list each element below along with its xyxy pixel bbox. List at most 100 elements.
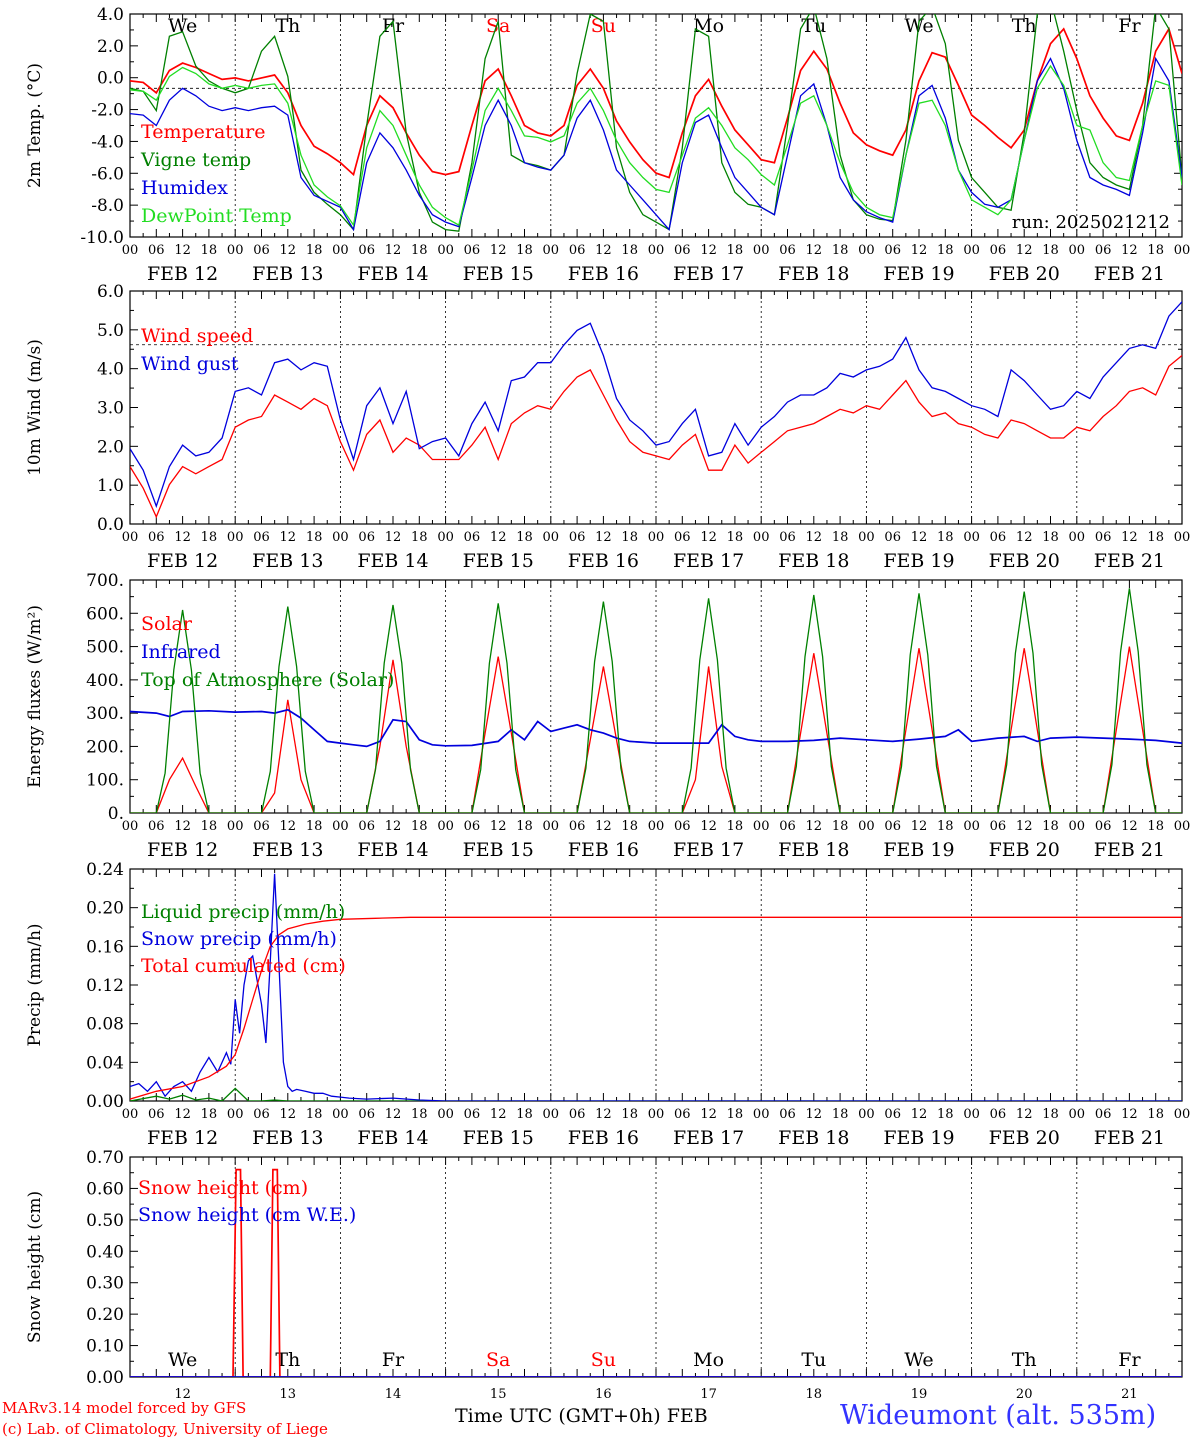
day-number-label: 19 <box>911 1387 928 1402</box>
hour-tick-label: 12 <box>1016 243 1033 258</box>
hour-tick-label: 06 <box>464 530 481 545</box>
hour-tick-label: 00 <box>543 530 560 545</box>
hour-tick-label: 18 <box>832 819 849 834</box>
hour-tick-label: 00 <box>753 1107 770 1122</box>
y-tick-label: -6.0 <box>91 164 124 184</box>
hour-tick-label: 12 <box>806 1107 823 1122</box>
legend-entry: Top of Atmosphere (Solar) <box>141 669 394 691</box>
y-tick-label: 0.60 <box>86 1179 124 1199</box>
hour-tick-label: 18 <box>306 530 323 545</box>
hour-tick-label: 18 <box>621 819 638 834</box>
hour-tick-label: 12 <box>806 530 823 545</box>
hour-tick-label: 00 <box>1174 243 1191 258</box>
y-tick-label: 6.0 <box>97 282 124 302</box>
hour-tick-label: 12 <box>490 243 507 258</box>
y-tick-label: -10.0 <box>80 228 124 248</box>
hour-tick-label: 00 <box>543 1107 560 1122</box>
date-label: FEB 12 <box>147 263 218 285</box>
date-label: FEB 17 <box>673 1127 744 1149</box>
hour-tick-label: 00 <box>332 530 349 545</box>
hour-tick-label: 18 <box>727 1107 744 1122</box>
hour-tick-label: 12 <box>1016 819 1033 834</box>
panel-2: 6.0 5.0 4.0 3.0 2.0 1.0 0.0 10m Wind (m/s) 00 06 1… <box>25 282 1190 572</box>
hour-tick-label: 12 <box>595 243 612 258</box>
hour-tick-label: 00 <box>332 243 349 258</box>
hour-tick-label: 12 <box>280 243 297 258</box>
date-label: FEB 15 <box>463 1127 534 1149</box>
y-tick-label: 5.0 <box>97 321 124 341</box>
hour-tick-label: 06 <box>569 530 586 545</box>
date-label: FEB 21 <box>1094 1127 1165 1149</box>
hour-tick-label: 00 <box>227 530 244 545</box>
y-tick-label: 0.24 <box>86 860 124 880</box>
hour-tick-label: 18 <box>516 819 533 834</box>
hour-tick-label: 12 <box>490 1107 507 1122</box>
series-line-vigne-temp <box>130 14 1182 232</box>
y-tick-label: 0.70 <box>86 1148 124 1168</box>
hour-tick-label: 00 <box>648 819 665 834</box>
series-line-liquid-precip-mm-h- <box>130 1087 1182 1101</box>
hour-tick-label: 12 <box>490 819 507 834</box>
hour-tick-label: 18 <box>832 530 849 545</box>
hour-tick-label: 12 <box>700 243 717 258</box>
y-tick-label: 0.30 <box>86 1274 124 1294</box>
y-tick-label: 2.0 <box>97 37 124 57</box>
weekday-label: We <box>168 15 197 37</box>
hour-tick-label: 06 <box>990 1107 1007 1122</box>
day-number-label: 14 <box>385 1387 402 1402</box>
date-label: FEB 20 <box>989 263 1060 285</box>
date-label: FEB 20 <box>989 839 1060 861</box>
hour-tick-label: 06 <box>779 1107 796 1122</box>
hour-tick-label: 06 <box>990 530 1007 545</box>
day-number-label: 21 <box>1121 1387 1138 1402</box>
date-label: FEB 13 <box>252 1127 323 1149</box>
legend-entry: DewPoint Temp <box>141 205 292 227</box>
hour-tick-label: 12 <box>700 530 717 545</box>
hour-tick-label: 00 <box>1174 1107 1191 1122</box>
date-label: FEB 14 <box>357 263 428 285</box>
panel-5: 0.70 0.60 0.50 0.40 0.30 0.20 0.10 0.00 Snow hei… <box>25 1148 1183 1402</box>
date-label: FEB 15 <box>463 550 534 572</box>
hour-tick-label: 00 <box>332 1107 349 1122</box>
series-line-solar <box>130 646 1182 813</box>
hour-tick-label: 00 <box>963 243 980 258</box>
day-number-label: 16 <box>595 1387 612 1402</box>
legend-entry: Snow precip (mm/h) <box>141 928 337 950</box>
series-line-humidex <box>130 56 1182 232</box>
hour-tick-label: 00 <box>963 1107 980 1122</box>
series-line-temperature <box>130 26 1182 179</box>
legend-entry: Infrared <box>141 641 221 663</box>
hour-tick-label: 06 <box>464 243 481 258</box>
y-tick-label: 0.16 <box>86 937 124 957</box>
date-label: FEB 15 <box>463 263 534 285</box>
hour-tick-label: 18 <box>516 530 533 545</box>
hour-tick-label: 06 <box>464 819 481 834</box>
panel-1: 4.0 2.0 0.0 -2.0 -4.0 -6.0 -8.0 -10.0 2m Temp. (… <box>25 5 1191 285</box>
date-label: FEB 19 <box>883 1127 954 1149</box>
hour-tick-label: 12 <box>911 1107 928 1122</box>
hour-tick-label: 18 <box>937 819 954 834</box>
station-title: Wideumont (alt. 535m) <box>840 1400 1157 1431</box>
hour-tick-label: 00 <box>1174 530 1191 545</box>
weekday-label: Su <box>591 1349 616 1371</box>
date-label: FEB 20 <box>989 550 1060 572</box>
weekday-label: We <box>168 1349 197 1371</box>
hour-tick-label: 00 <box>753 530 770 545</box>
day-number-label: 15 <box>490 1387 507 1402</box>
hour-tick-label: 06 <box>884 530 901 545</box>
y-tick-label: 700. <box>86 571 124 591</box>
hour-tick-label: 12 <box>806 819 823 834</box>
hour-tick-label: 12 <box>385 819 402 834</box>
date-label: FEB 14 <box>357 550 428 572</box>
hour-tick-label: 06 <box>253 243 270 258</box>
legend-entry: Vigne temp <box>140 149 251 171</box>
hour-tick-label: 12 <box>700 1107 717 1122</box>
y-tick-label: 0.00 <box>86 1368 124 1388</box>
day-number-label: 18 <box>806 1387 823 1402</box>
weekday-label: Fr <box>382 1349 405 1371</box>
hour-tick-label: 06 <box>779 530 796 545</box>
hour-tick-label: 18 <box>411 1107 428 1122</box>
hour-tick-label: 06 <box>779 243 796 258</box>
hour-tick-label: 12 <box>700 819 717 834</box>
hour-tick-label: 06 <box>569 243 586 258</box>
